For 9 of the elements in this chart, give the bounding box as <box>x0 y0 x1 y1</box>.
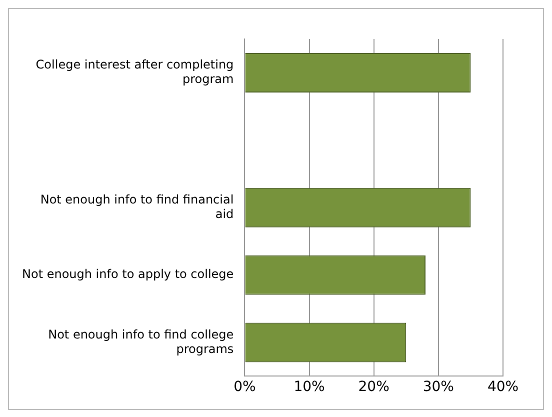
y-tick-label: Not enough info to apply to college <box>22 267 234 282</box>
x-tick-label: 0% <box>234 379 256 396</box>
y-tick-label: College interest after completing program <box>36 58 234 86</box>
y-tick-label: Not enough info to find college programs <box>48 327 234 356</box>
x-tick-label: 20% <box>358 379 390 396</box>
y-tick-label: Not enough info to find financial aid <box>40 192 234 221</box>
x-tick-label: 10% <box>294 379 325 396</box>
x-tick-label: 40% <box>487 379 519 396</box>
x-tick-label: 30% <box>422 379 454 396</box>
